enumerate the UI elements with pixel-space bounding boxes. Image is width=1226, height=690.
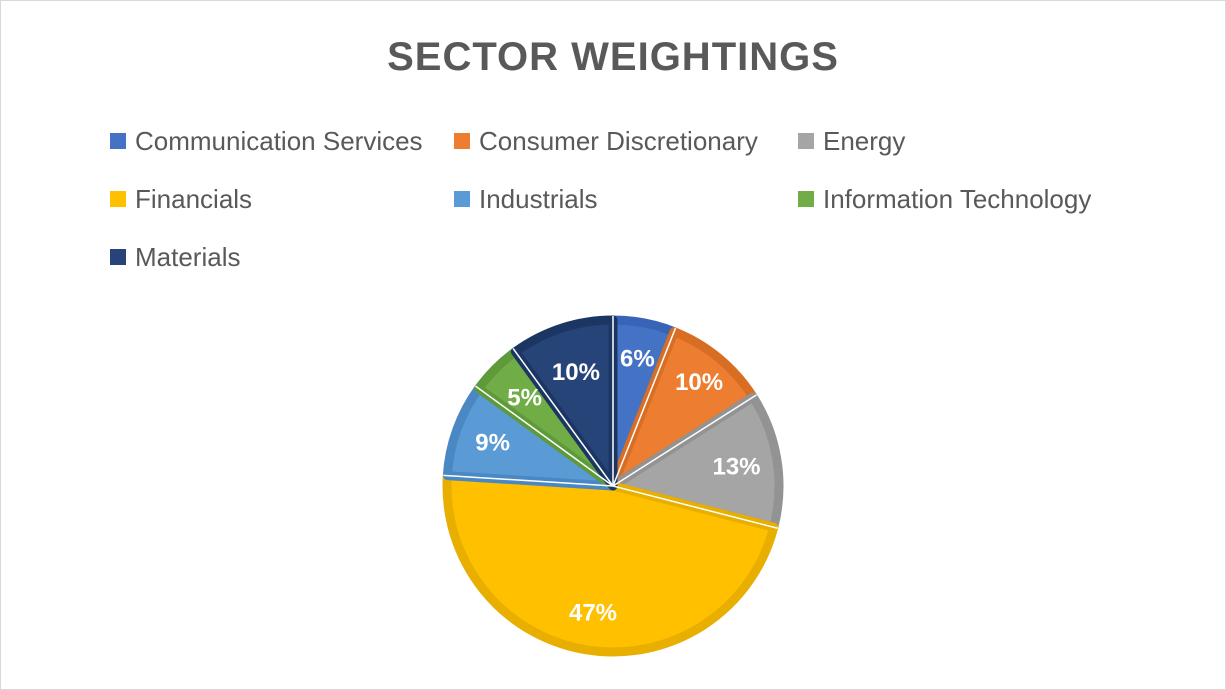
legend-item-information-technology: Information Technology (798, 184, 1091, 214)
data-label-communication-services: 6% (620, 345, 655, 372)
data-label-consumer-discretionary: 10% (675, 369, 723, 396)
legend-label: Industrials (479, 183, 598, 214)
slice-separator (612, 394, 757, 487)
pie-slice-materials (510, 315, 618, 491)
legend-label: Energy (823, 125, 906, 156)
slice-separator (612, 327, 677, 487)
legend-item-consumer-discretionary: Consumer Discretionary (454, 126, 758, 156)
slice-separator (475, 385, 614, 487)
chart-title: SECTOR WEIGHTINGS (387, 35, 839, 79)
legend-label: Materials (135, 241, 241, 272)
data-label-industrials: 9% (475, 430, 510, 457)
legend-label: Information Technology (823, 183, 1092, 214)
legend-item-industrials: Industrials (454, 184, 598, 214)
slice-separator (512, 348, 614, 487)
slice-separator (612, 485, 778, 530)
legend-swatch-communication-services (110, 133, 126, 149)
data-label-information-technology: 5% (507, 385, 542, 412)
legend-label: Consumer Discretionary (479, 125, 758, 156)
pie-slices (442, 315, 784, 657)
legend-swatch-financials (110, 191, 126, 207)
legend-item-materials: Materials (110, 242, 240, 272)
pie-data-labels: 6% 10% 13% 47% 9% 5% 10% (475, 345, 760, 626)
legend-label: Communication Services (135, 125, 423, 156)
legend-swatch-information-technology (798, 191, 814, 207)
legend-item-financials: Financials (110, 184, 252, 214)
data-label-materials: 10% (552, 359, 600, 386)
pie-slice-financials (442, 471, 779, 657)
data-label-energy: 13% (712, 453, 760, 480)
legend-swatch-energy (798, 133, 814, 149)
legend-item-communication-services: Communication Services (110, 126, 423, 156)
legend-label: Financials (135, 183, 253, 214)
legend-swatch-consumer-discretionary (454, 133, 470, 149)
slice-separator (443, 474, 614, 487)
legend-swatch-industrials (454, 191, 470, 207)
legend-item-energy: Energy (798, 126, 905, 156)
data-label-financials: 47% (569, 599, 617, 626)
legend-swatch-materials (110, 249, 126, 265)
